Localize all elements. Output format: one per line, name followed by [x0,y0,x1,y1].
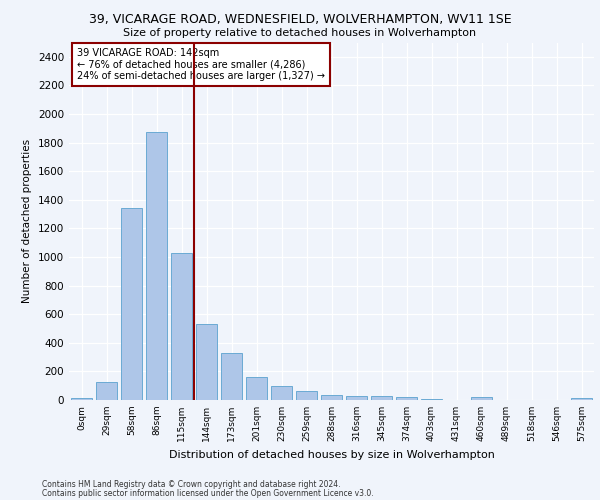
Bar [321,394,342,400]
Text: Contains public sector information licensed under the Open Government Licence v3: Contains public sector information licen… [42,488,374,498]
Bar [171,252,192,400]
X-axis label: Distribution of detached houses by size in Wolverhampton: Distribution of detached houses by size … [169,450,494,460]
Bar [396,398,417,400]
Bar [146,132,167,400]
Bar [121,208,142,400]
Bar [571,398,592,400]
Y-axis label: Number of detached properties: Number of detached properties [22,139,32,304]
Bar [296,392,317,400]
Bar [246,377,267,400]
Bar [346,396,367,400]
Bar [471,397,492,400]
Bar [221,353,242,400]
Text: 39 VICARAGE ROAD: 142sqm
← 76% of detached houses are smaller (4,286)
24% of sem: 39 VICARAGE ROAD: 142sqm ← 76% of detach… [77,48,325,81]
Text: 39, VICARAGE ROAD, WEDNESFIELD, WOLVERHAMPTON, WV11 1SE: 39, VICARAGE ROAD, WEDNESFIELD, WOLVERHA… [89,12,511,26]
Bar [271,386,292,400]
Bar [71,398,92,400]
Bar [371,396,392,400]
Text: Contains HM Land Registry data © Crown copyright and database right 2024.: Contains HM Land Registry data © Crown c… [42,480,341,489]
Bar [96,382,117,400]
Bar [196,324,217,400]
Text: Size of property relative to detached houses in Wolverhampton: Size of property relative to detached ho… [124,28,476,38]
